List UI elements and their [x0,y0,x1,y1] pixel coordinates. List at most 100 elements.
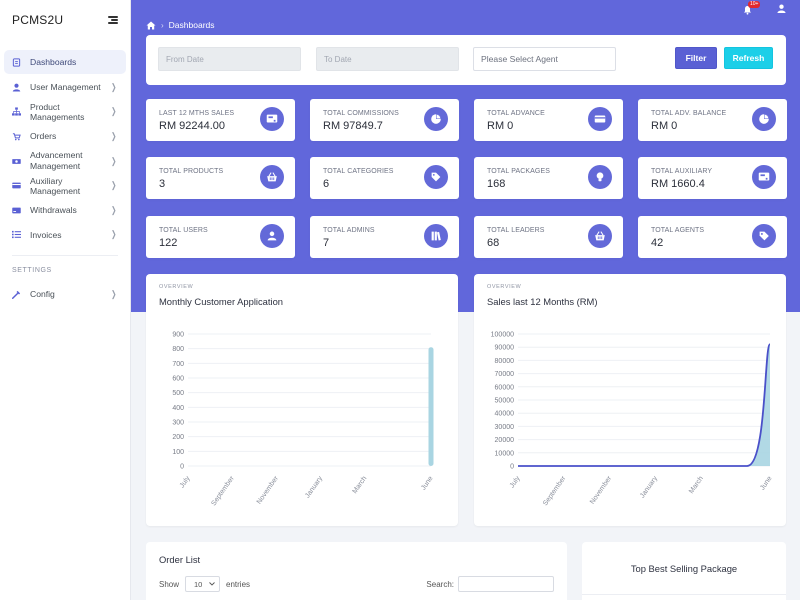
user-menu-button[interactable] [777,4,786,16]
sidebar-item-label: User Management [30,82,101,93]
sidebar-item-advancement-management[interactable]: Advancement Management ❯ [4,149,126,174]
divider [12,255,118,256]
y-tick-label: 60000 [495,384,515,391]
y-tick-label: 700 [172,361,184,368]
filter-button[interactable]: Filter [675,47,717,69]
sidebar-item-user-management[interactable]: User Management ❯ [4,75,126,100]
stat-value: RM 92244.00 [159,120,226,132]
bar [428,347,434,466]
y-tick-label: 20000 [495,437,515,444]
to-date-input[interactable]: To Date [316,47,459,71]
sidebar-item-label: Advancement Management [30,150,83,171]
y-tick-label: 50000 [495,398,515,405]
sitemap-icon [12,107,21,116]
stat-label: TOTAL ADMINS [323,227,375,234]
y-tick-label: 0 [180,464,184,471]
entries-select[interactable]: 10 [185,576,221,592]
chevron-right-icon: ❯ [111,288,117,299]
basket-icon [260,165,284,189]
cart-icon [12,132,21,141]
wallet-icon [12,206,21,215]
y-tick-label: 80000 [495,358,515,365]
sidebar-item-label: Orders [30,131,57,142]
bulb-icon [588,165,612,189]
agent-select[interactable]: Please Select Agent [473,47,616,71]
top-selling-title: Top Best Selling Package [630,563,738,574]
area-fill [518,344,770,466]
chart-title: Monthly Customer Application [159,296,284,307]
user-icon [260,224,284,248]
topbar: 10+ [743,1,786,18]
sidebar-item-invoices[interactable]: Invoices ❯ [4,223,126,248]
sales-area-chart: 0 10000 20000 30000 40000 50000 60000 70000 8000… [491,332,774,508]
y-tick-label: 90000 [495,345,515,352]
list-icon [12,230,21,239]
entries-label: entries [226,579,251,589]
y-tick-label: 40000 [495,411,515,418]
home-icon[interactable] [146,21,156,30]
brand-bar: PCMS2U [0,0,130,40]
stat-value: 6 [323,178,330,190]
x-tick-label: September [542,475,568,508]
breadcrumb-current: Dashboards [168,20,215,30]
customer-bar-chart: 0 100 200 300 400 500 600 700 800 900 July Septembe… [172,332,434,508]
page-length-control: Show 10 entries [159,576,250,592]
x-tick-label: January [304,475,324,500]
chart-title: Sales last 12 Months (RM) [487,296,598,307]
x-tick-label: March [688,475,705,495]
notification-badge: 10+ [748,1,761,8]
sidebar-item-config[interactable]: Config ❯ [4,282,126,307]
sidebar-item-label: Config [30,289,55,300]
refresh-button[interactable]: Refresh [724,47,773,69]
show-label: Show [159,579,180,589]
entries-value: 10 [194,579,203,589]
stat-label: TOTAL PACKAGES [487,168,550,175]
sidebar-item-withdrawals[interactable]: Withdrawals ❯ [4,198,126,223]
chevron-right-icon: ❯ [111,180,117,191]
overview-label: OVERVIEW [159,284,194,290]
user-icon [12,83,21,92]
stat-card: TOTAL ADV. BALANCE RM 0 [638,99,787,141]
stat-label: TOTAL ADVANCE [487,110,545,117]
stat-label: TOTAL ADV. BALANCE [651,110,727,117]
from-date-input[interactable]: From Date [158,47,301,71]
y-tick-label: 400 [172,405,184,412]
sidebar-item-label: Dashboards [30,57,77,67]
stat-card: TOTAL CATEGORIES 6 [310,157,459,199]
stat-label: LAST 12 MTHS SALES [159,110,235,117]
sidebar-item-product-managements[interactable]: Product Managements ❯ [4,100,126,125]
wrench-icon [12,290,21,299]
x-tick-label: November [256,475,281,506]
table-search: Search: [426,576,554,592]
register-icon [260,107,284,131]
y-tick-label: 300 [172,420,184,427]
x-tick-label: September [210,475,236,508]
stat-card: TOTAL ADMINS 7 [310,216,459,258]
stat-value: 168 [487,178,506,190]
settings-heading: SETTINGS [12,267,52,274]
y-tick-label: 10000 [495,450,515,457]
pie-icon [752,107,776,131]
sidebar-item-dashboards[interactable]: Dashboards [4,50,126,74]
x-tick-label: March [351,475,368,495]
x-tick-label: July [179,475,192,490]
top-selling-package-card: Top Best Selling Package [582,542,786,600]
y-tick-label: 100 [172,449,184,456]
sidebar-item-auxiliary-management[interactable]: Auxiliary Management ❯ [4,174,126,199]
sidebar-item-label: Product Managements [30,101,85,122]
stat-label: TOTAL USERS [159,227,208,234]
hamburger-menu-icon[interactable] [108,16,118,24]
filter-card: From Date To Date Please Select Agent Fi… [146,35,786,85]
notifications-button[interactable]: 10+ [743,1,761,15]
stat-value: 68 [487,237,500,249]
stat-label: TOTAL AGENTS [651,227,705,234]
breadcrumb: › Dashboards [146,20,215,30]
sidebar-item-orders[interactable]: Orders ❯ [4,124,126,149]
sidebar-item-label: Auxiliary Management [30,175,81,196]
y-tick-label: 800 [172,346,184,353]
order-list-card: Order List Show 10 entries Search: [146,542,567,600]
stat-label: TOTAL COMMISSIONS [323,110,399,117]
search-input[interactable] [458,576,554,592]
overview-label: OVERVIEW [487,284,522,290]
stat-value: RM 0 [651,120,678,132]
